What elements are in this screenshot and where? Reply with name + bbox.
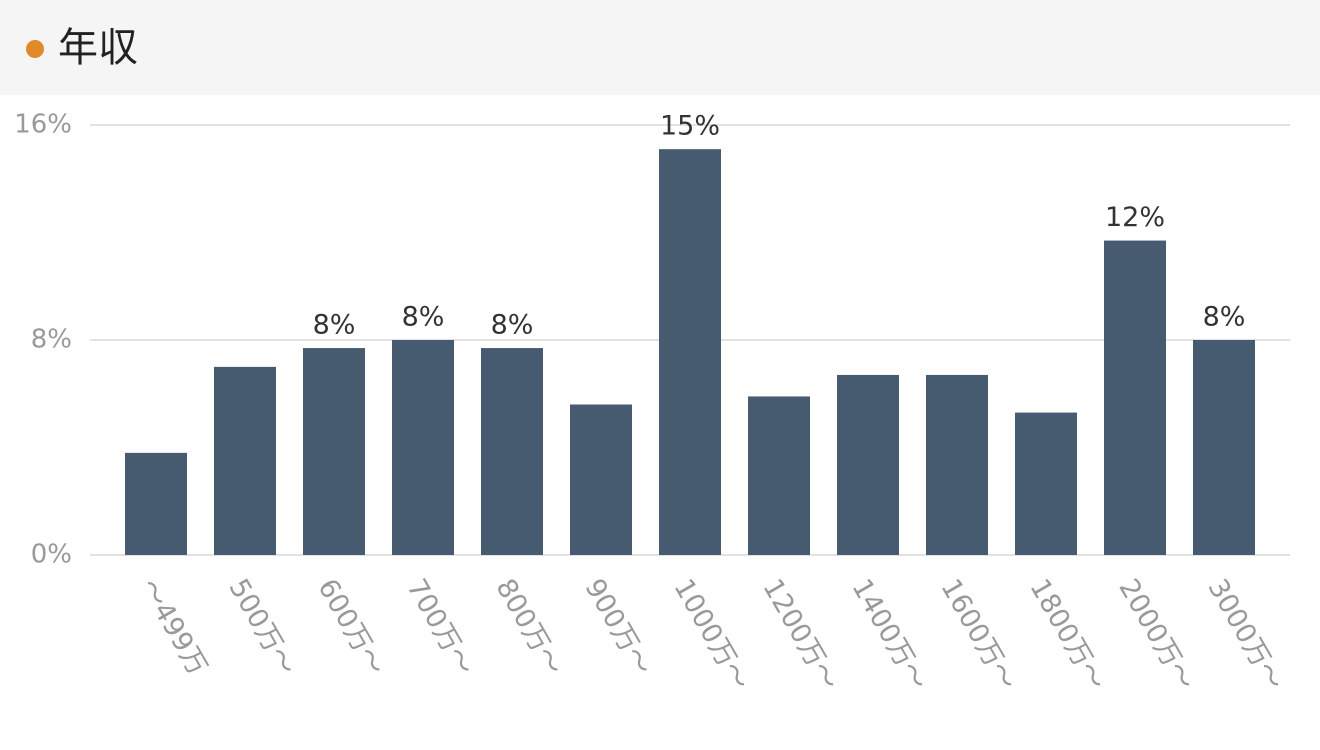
bar xyxy=(1015,412,1077,555)
value-label: 15% xyxy=(660,111,720,142)
bar xyxy=(481,348,543,555)
x-tick-label: 500万～ xyxy=(222,574,302,681)
x-tick-label: 600万～ xyxy=(311,574,391,681)
chart-title: 年収 xyxy=(58,25,138,71)
x-tick-label: 700万～ xyxy=(400,574,480,681)
bar xyxy=(659,149,721,555)
x-tick-label: 1600万～ xyxy=(934,574,1022,696)
bar xyxy=(570,404,632,555)
bar xyxy=(392,340,454,555)
value-label: 8% xyxy=(313,310,356,341)
x-tick-label: 2000万～ xyxy=(1112,574,1200,696)
y-tick-label: 8% xyxy=(31,325,72,355)
value-label: 8% xyxy=(491,310,534,341)
y-tick-label: 0% xyxy=(31,540,72,570)
x-tick-label: 1800万～ xyxy=(1023,574,1111,696)
x-tick-label: ～499万 xyxy=(133,574,213,681)
bar xyxy=(926,374,988,555)
bar xyxy=(214,366,276,555)
x-tick-label: 900万～ xyxy=(578,574,658,681)
y-tick-label: 16% xyxy=(14,110,72,140)
x-tick-label: 1000万～ xyxy=(667,574,755,696)
value-label: 8% xyxy=(1203,302,1246,333)
title-dot xyxy=(26,40,44,58)
value-label: 12% xyxy=(1105,202,1165,233)
x-tick-label: 1200万～ xyxy=(756,574,844,696)
bar xyxy=(1193,340,1255,555)
x-tick-label: 1400万～ xyxy=(845,574,933,696)
bar xyxy=(125,452,187,555)
bar xyxy=(303,348,365,555)
value-label: 8% xyxy=(402,302,445,333)
bar xyxy=(837,374,899,555)
x-tick-label: 3000万～ xyxy=(1201,574,1289,696)
bar xyxy=(748,396,810,555)
x-tick-label: 800万～ xyxy=(489,574,569,681)
bar xyxy=(1104,240,1166,555)
header: 年収 xyxy=(0,0,1320,95)
